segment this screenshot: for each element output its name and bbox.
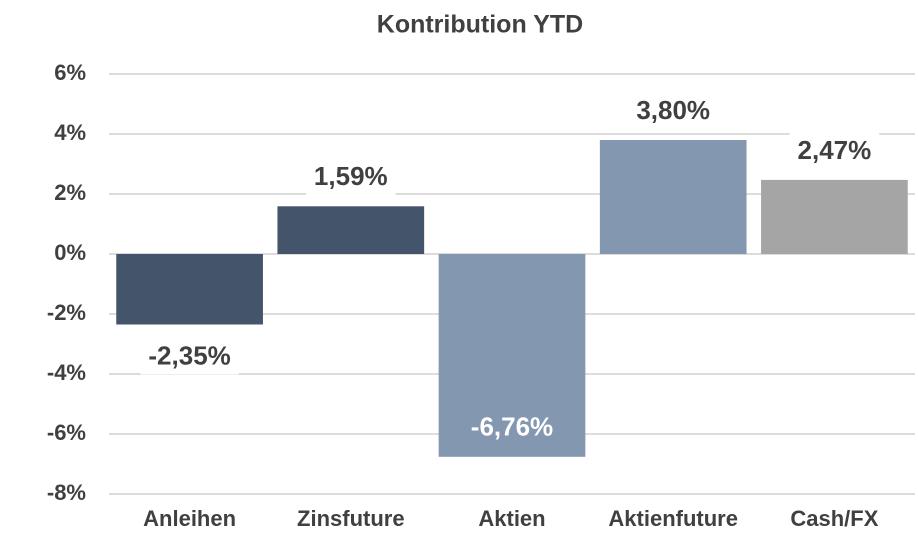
y-tick-label: -2% xyxy=(47,300,86,325)
y-tick-label: -4% xyxy=(47,360,86,385)
bar xyxy=(761,179,908,254)
x-tick-label: Anleihen xyxy=(143,506,236,531)
x-tick-label: Cash/FX xyxy=(790,506,878,531)
value-label: 1,59% xyxy=(314,161,388,191)
bar xyxy=(116,254,263,325)
value-label-bg xyxy=(789,130,880,169)
chart-title: Kontribution YTD xyxy=(377,11,583,39)
value-label-bg xyxy=(305,157,396,196)
value-label-bg xyxy=(140,336,239,375)
x-tick-label: Zinsfuture xyxy=(297,506,405,531)
x-tick-label: Aktienfuture xyxy=(608,506,738,531)
value-label: 2,47% xyxy=(798,135,872,165)
value-label: 3,80% xyxy=(636,95,710,125)
bar xyxy=(277,206,425,254)
y-tick-label: 6% xyxy=(54,60,86,85)
bar xyxy=(599,140,747,254)
bar xyxy=(438,254,586,457)
value-label: -6,76% xyxy=(471,412,553,442)
y-tick-label: -6% xyxy=(47,420,86,445)
y-tick-label: 0% xyxy=(54,240,86,265)
value-label: -2,35% xyxy=(148,340,230,370)
x-tick-label: Aktien xyxy=(478,506,545,531)
y-tick-label: 4% xyxy=(54,120,86,145)
y-tick-label: 2% xyxy=(54,180,86,205)
y-tick-label: -8% xyxy=(47,480,86,505)
value-label-bg xyxy=(628,90,719,129)
